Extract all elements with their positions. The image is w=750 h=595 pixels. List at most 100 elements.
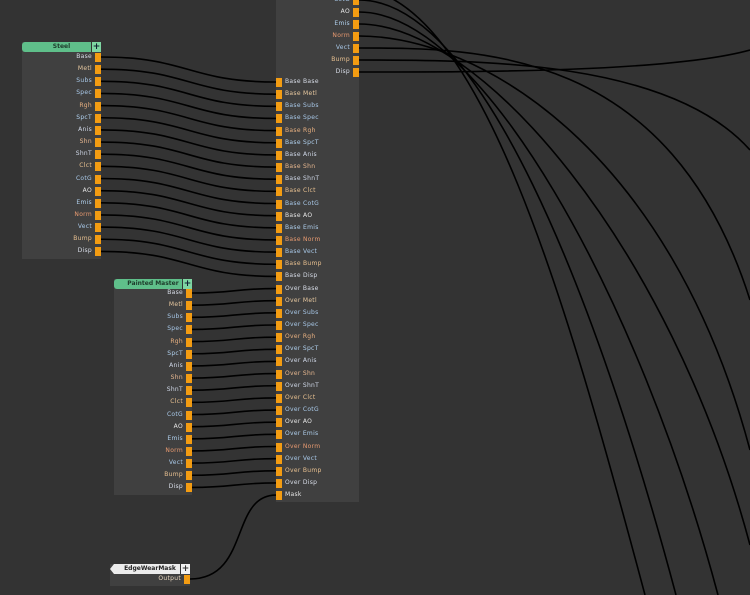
- wire-steel-to-blend: [100, 68, 277, 95]
- painted-master-output-port[interactable]: [186, 398, 192, 408]
- edge-wear-mask-node-header[interactable]: EdgeWearMask +: [110, 564, 190, 574]
- add-icon[interactable]: +: [91, 42, 101, 52]
- blend-input-port[interactable]: [276, 150, 282, 160]
- blend-input-row: Base Bump: [276, 259, 359, 270]
- steel-output-port[interactable]: [95, 89, 101, 99]
- painted-master-output-port[interactable]: [186, 289, 192, 298]
- wire-painted-to-blend: [191, 445, 277, 452]
- blend-input-port[interactable]: [276, 90, 282, 100]
- steel-output-port[interactable]: [95, 77, 101, 87]
- painted-master-output-port[interactable]: [186, 313, 192, 323]
- blend-port-label: Over Shn: [285, 369, 316, 377]
- steel-port-label: Subs: [76, 77, 92, 85]
- blend-input-port[interactable]: [276, 78, 282, 87]
- painted-master-output-port[interactable]: [186, 446, 192, 456]
- blend-input-port[interactable]: [276, 260, 282, 270]
- blend-input-port[interactable]: [276, 235, 282, 245]
- steel-output-row: AO: [22, 186, 101, 196]
- blend-port-label: CotG: [334, 0, 350, 3]
- steel-output-port[interactable]: [95, 162, 101, 172]
- steel-output-port[interactable]: [95, 210, 101, 220]
- blend-input-port[interactable]: [276, 418, 282, 428]
- blend-output-port[interactable]: [353, 44, 359, 53]
- blend-input-port[interactable]: [276, 138, 282, 148]
- painted-master-output-port[interactable]: [186, 325, 192, 335]
- steel-output-port[interactable]: [95, 53, 101, 62]
- blend-input-port[interactable]: [276, 272, 282, 282]
- blend-port-label: Base SpcT: [285, 138, 319, 146]
- steel-output-port[interactable]: [95, 174, 101, 184]
- steel-output-port[interactable]: [95, 247, 101, 257]
- steel-node-header[interactable]: Steel +: [22, 42, 101, 52]
- painted-master-output-port[interactable]: [186, 349, 192, 359]
- blend-output-port[interactable]: [353, 0, 359, 5]
- painted-master-node[interactable]: Painted Master + Base Metl Subs Spec Rgh SpcT…: [114, 279, 192, 495]
- blend-input-port[interactable]: [276, 478, 282, 488]
- painted-master-output-port[interactable]: [186, 459, 192, 469]
- painted-master-output-port[interactable]: [186, 471, 192, 481]
- steel-output-port[interactable]: [95, 101, 101, 111]
- painted-master-output-port[interactable]: [186, 410, 192, 420]
- blend-input-port[interactable]: [276, 357, 282, 367]
- blend-output-port[interactable]: [353, 56, 359, 65]
- blend-input-port[interactable]: [276, 296, 282, 306]
- painted-master-output-port[interactable]: [186, 483, 192, 493]
- blend-output-port[interactable]: [353, 20, 359, 29]
- blend-input-port[interactable]: [276, 248, 282, 258]
- wire-blend-output: [358, 23, 750, 546]
- steel-output-port[interactable]: [95, 150, 101, 160]
- edge-wear-mask-node[interactable]: EdgeWearMask + Output: [110, 564, 190, 586]
- painted-master-output-port[interactable]: [186, 337, 192, 347]
- edge-wear-mask-output-port[interactable]: [184, 575, 190, 584]
- painted-master-output-port[interactable]: [186, 301, 192, 311]
- steel-output-port[interactable]: [95, 125, 101, 135]
- steel-output-port[interactable]: [95, 65, 101, 75]
- add-icon[interactable]: +: [180, 564, 190, 574]
- blend-input-port[interactable]: [276, 442, 282, 452]
- painted-master-node-header[interactable]: Painted Master +: [114, 279, 192, 289]
- steel-output-row: Disp: [22, 246, 101, 257]
- blend-input-port[interactable]: [276, 333, 282, 343]
- blend-input-port[interactable]: [276, 199, 282, 209]
- blend-input-port[interactable]: [276, 308, 282, 318]
- steel-output-port[interactable]: [95, 235, 101, 245]
- blend-input-port[interactable]: [276, 163, 282, 173]
- steel-output-port[interactable]: [95, 198, 101, 208]
- blend-output-port[interactable]: [353, 68, 359, 77]
- blend-input-port[interactable]: [276, 102, 282, 112]
- blend-input-port[interactable]: [276, 430, 282, 440]
- steel-output-port[interactable]: [95, 138, 101, 148]
- steel-node[interactable]: Steel + Base Metl Subs Spec Rgh SpcT Anis Shn Sh…: [22, 42, 101, 259]
- blend-input-port[interactable]: [276, 126, 282, 136]
- painted-master-output-port[interactable]: [186, 434, 192, 444]
- blend-output-port[interactable]: [353, 8, 359, 17]
- blend-input-port[interactable]: [276, 345, 282, 355]
- blend-output-port[interactable]: [353, 32, 359, 41]
- blend-input-port[interactable]: [276, 211, 282, 221]
- blend-input-port[interactable]: [276, 369, 282, 379]
- blend-input-port[interactable]: [276, 114, 282, 124]
- blend-input-port[interactable]: [276, 491, 282, 501]
- blend-input-port[interactable]: [276, 223, 282, 233]
- painted-master-output-port[interactable]: [186, 422, 192, 432]
- steel-output-port[interactable]: [95, 113, 101, 123]
- blend-input-port[interactable]: [276, 454, 282, 464]
- steel-output-port[interactable]: [95, 223, 101, 233]
- blend-input-port[interactable]: [276, 466, 282, 476]
- blend-input-port[interactable]: [276, 187, 282, 197]
- steel-output-port[interactable]: [95, 186, 101, 196]
- blend-input-port[interactable]: [276, 393, 282, 403]
- blend-input-port[interactable]: [276, 381, 282, 391]
- blend-node[interactable]: ClctCotGAOEmisNormVectBumpDispBase BaseB…: [276, 0, 359, 502]
- blend-port-label: Base Norm: [285, 235, 321, 243]
- add-icon[interactable]: +: [182, 279, 192, 289]
- painted-master-output-port[interactable]: [186, 361, 192, 371]
- blend-input-row: Base Shn: [276, 162, 359, 173]
- painted-master-output-port[interactable]: [186, 374, 192, 384]
- blend-input-port[interactable]: [276, 175, 282, 185]
- blend-input-port[interactable]: [276, 406, 282, 416]
- blend-port-label: Norm: [332, 32, 350, 39]
- blend-input-port[interactable]: [276, 321, 282, 330]
- painted-master-output-port[interactable]: [186, 386, 192, 396]
- blend-input-port[interactable]: [276, 284, 282, 294]
